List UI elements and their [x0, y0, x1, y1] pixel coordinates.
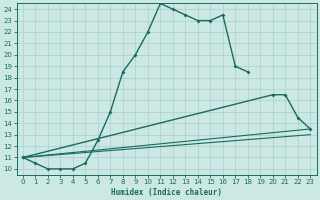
X-axis label: Humidex (Indice chaleur): Humidex (Indice chaleur) [111, 188, 222, 197]
